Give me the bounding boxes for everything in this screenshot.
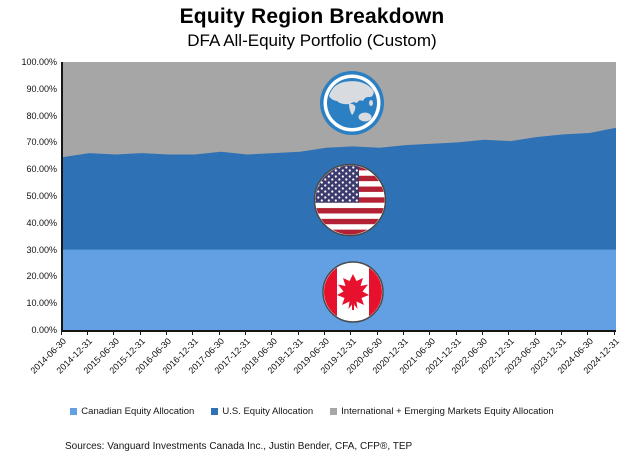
y-axis-tick-label: 10.00% [26, 298, 57, 309]
legend-label: U.S. Equity Allocation [222, 405, 314, 417]
source-note: Sources: Vanguard Investments Canada Inc… [65, 441, 413, 452]
x-axis-tick [481, 331, 483, 335]
page-title: Equity Region Breakdown [179, 5, 445, 28]
legend-label: International + Emerging Markets Equity … [341, 405, 554, 417]
x-axis-tick [455, 331, 457, 335]
legend-item-0: Canadian Equity Allocation [70, 406, 194, 417]
globe-asia-icon [319, 70, 385, 141]
x-axis-tick [192, 331, 194, 335]
page-subtitle: DFA All-Equity Portfolio (Custom) [187, 31, 437, 50]
x-axis-tick [165, 331, 167, 335]
legend-swatch [211, 407, 219, 415]
x-axis-tick [113, 331, 115, 335]
x-axis-tick [508, 331, 510, 335]
legend-item-2: International + Emerging Markets Equity … [330, 406, 554, 417]
x-axis-tick [376, 331, 378, 335]
x-axis-tick [613, 331, 615, 335]
legend-swatch [330, 407, 338, 415]
y-axis-tick-label: 90.00% [26, 83, 57, 94]
y-axis-tick-label: 20.00% [26, 271, 57, 282]
y-axis-tick-label: 30.00% [26, 244, 57, 255]
x-axis-tick [218, 331, 220, 335]
x-axis-tick [139, 331, 141, 335]
x-axis-tick [86, 331, 88, 335]
legend-swatch [70, 407, 78, 415]
x-axis-tick [244, 331, 246, 335]
legend-label: Canadian Equity Allocation [81, 405, 195, 417]
y-axis-tick-label: 50.00% [26, 191, 57, 201]
us-flag-icon [313, 163, 387, 242]
y-axis-tick-label: 0.00% [31, 325, 57, 335]
x-axis-tick [323, 331, 325, 335]
chart-legend: Canadian Equity Allocation U.S. Equity Al… [0, 403, 624, 419]
y-axis-tick-label: 100.00% [21, 57, 57, 67]
x-axis-tick [534, 331, 536, 335]
x-axis-tick [350, 331, 352, 335]
y-axis-tick-label: 70.00% [26, 137, 57, 148]
x-axis-tick [60, 331, 62, 335]
y-axis-tick-label: 40.00% [26, 217, 57, 228]
x-axis-tick [297, 331, 299, 335]
x-axis-tick [402, 331, 404, 335]
x-axis-tick [429, 331, 431, 335]
y-axis-tick-label: 80.00% [26, 110, 57, 121]
x-axis-tick [271, 331, 273, 335]
legend-item-1: U.S. Equity Allocation [211, 406, 313, 417]
canada-flag-icon [322, 261, 384, 328]
x-axis-tick [560, 331, 562, 335]
x-axis-tick [587, 331, 589, 335]
y-axis-tick-label: 60.00% [26, 164, 57, 175]
